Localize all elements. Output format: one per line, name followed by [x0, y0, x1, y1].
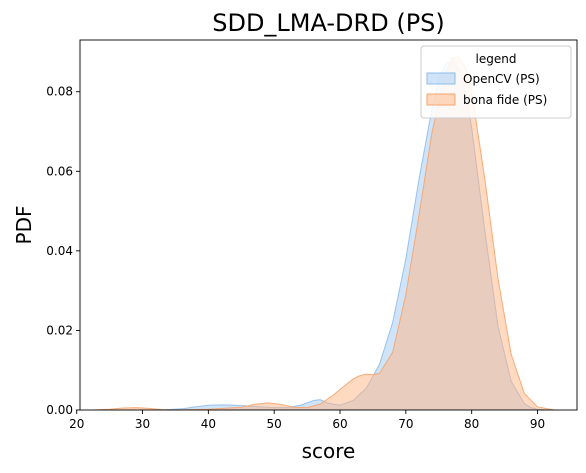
legend: legend OpenCV (PS) bona fide (PS)	[420, 45, 572, 119]
chart-title: SDD_LMA-DRD (PS)	[212, 9, 445, 37]
x-tick-label-6: 80	[464, 417, 479, 431]
x-axis-label: score	[302, 439, 356, 463]
x-tick-label-1: 30	[135, 417, 150, 431]
plot-frame	[79, 39, 578, 411]
y-tick-label-3: 0.06	[46, 164, 73, 178]
legend-swatch-1	[426, 93, 456, 106]
x-tick-label-4: 60	[332, 417, 347, 431]
y-tick-label-4: 0.08	[46, 85, 73, 99]
y-tick-label-2: 0.04	[46, 244, 73, 258]
legend-swatch-0	[426, 72, 456, 85]
legend-title: legend	[476, 52, 517, 66]
x-tick-label-3: 50	[267, 417, 282, 431]
y-tick-label-1: 0.02	[46, 323, 73, 337]
x-tick-label-7: 90	[530, 417, 545, 431]
legend-entries: OpenCV (PS) bona fide (PS)	[426, 72, 547, 107]
y-axis-label: PDF	[12, 206, 36, 245]
x-tick-label-5: 70	[398, 417, 413, 431]
y-tick-label-0: 0.00	[46, 403, 73, 417]
legend-box	[420, 45, 572, 119]
legend-label-1: bona fide (PS)	[463, 93, 547, 107]
x-axis: 20 30 40 50 60 70 80 90	[69, 410, 545, 431]
x-tick-label-2: 40	[201, 417, 216, 431]
y-axis: 0.00 0.02 0.04 0.06 0.08	[46, 85, 80, 417]
legend-label-0: OpenCV (PS)	[463, 72, 540, 86]
x-tick-label-0: 20	[69, 417, 84, 431]
